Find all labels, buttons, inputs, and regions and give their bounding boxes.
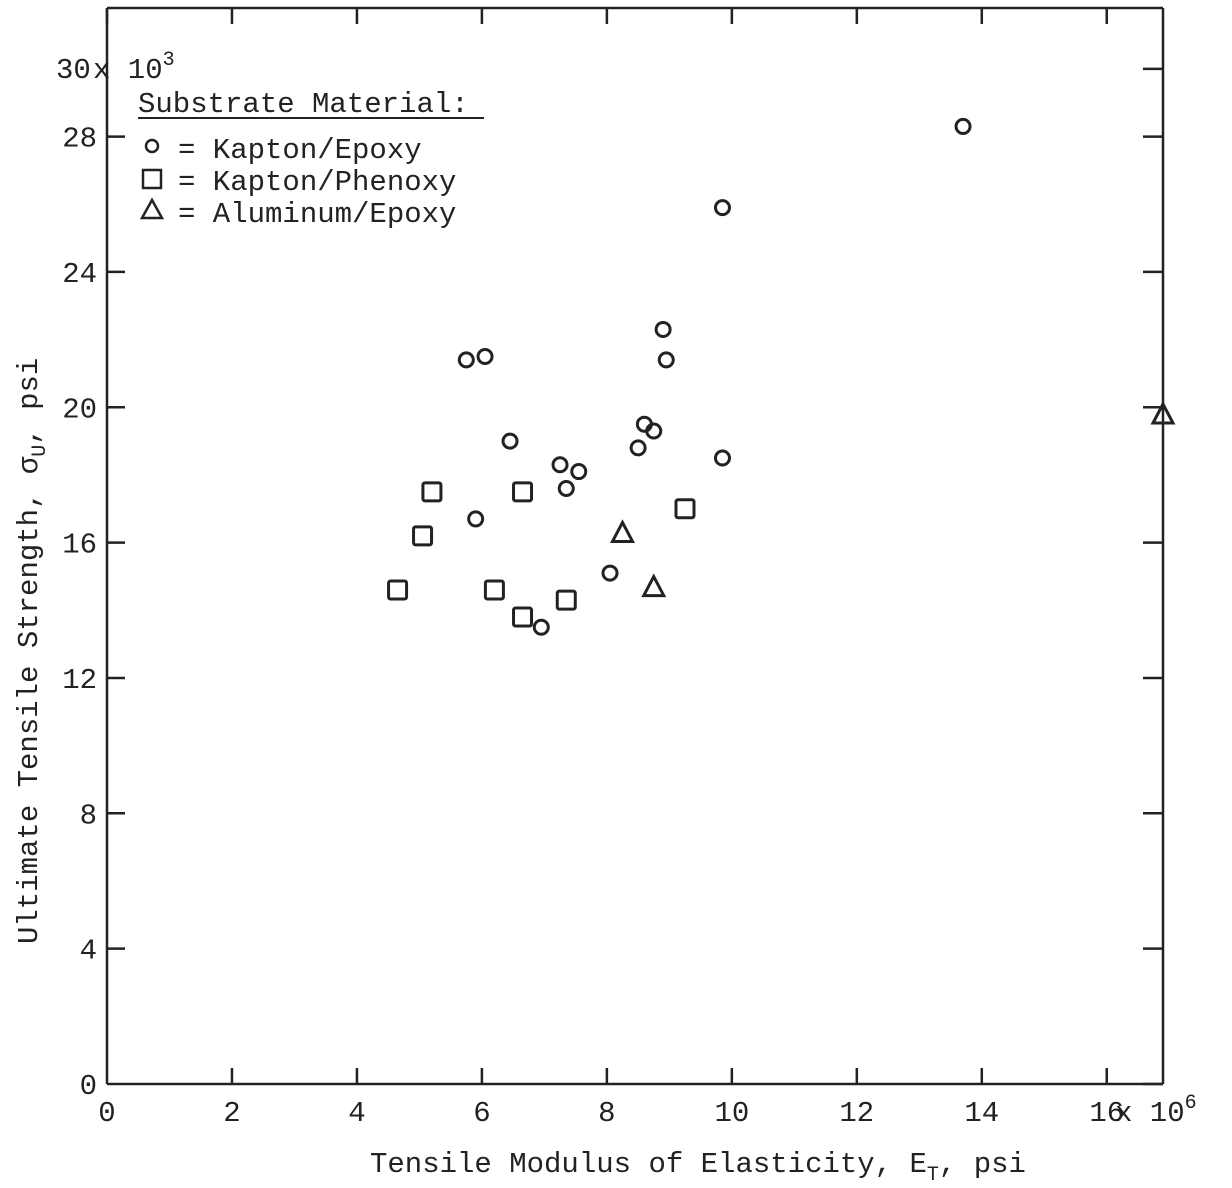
x-tick-label: 10 [714,1097,749,1130]
y-tick-label: 20 [62,393,97,426]
point-kapton-epoxy [476,348,494,366]
legend-title: Substrate Material: [138,88,469,121]
y-tick-label: 8 [80,799,97,832]
point-kapton-phenoxy [483,579,505,601]
point-kapton-epoxy [570,463,588,481]
y-tick-label: 30 [56,54,91,87]
legend-entry-kapton-epoxy: = Kapton/Epoxy [178,134,422,167]
point-kapton-phenoxy [387,579,409,601]
point-kapton-epoxy [954,117,972,135]
point-kapton-epoxy [645,422,663,440]
y-tick-label: 24 [62,258,97,291]
legend-circle-marker [144,138,160,154]
y-multiplier-label: x 103 [93,49,175,87]
x-tick-label: 4 [348,1097,365,1130]
point-kapton-phenoxy [512,606,534,628]
point-kapton-epoxy [501,432,519,450]
point-aluminum-epoxy [610,519,635,543]
point-kapton-epoxy [551,456,569,474]
point-kapton-phenoxy [555,589,577,611]
point-kapton-epoxy [654,320,672,338]
y-tick-label: 12 [62,664,97,697]
point-kapton-phenoxy [412,525,434,547]
point-kapton-epoxy [467,510,485,528]
point-aluminum-epoxy [1150,400,1176,425]
point-kapton-epoxy [713,449,731,467]
legend: Substrate Material: = Kapton/Epoxy = Kap… [138,88,484,231]
point-kapton-epoxy [557,479,575,497]
point-kapton-epoxy [629,439,647,457]
point-kapton-phenoxy [512,481,534,503]
x-axis-label-subscript: T [927,1164,939,1187]
point-kapton-epoxy [713,199,731,217]
point-kapton-epoxy [532,618,550,636]
y-axis-label-subscript: U [29,445,52,457]
x-tick-label: 0 [98,1097,115,1130]
point-kapton-epoxy [457,351,475,369]
legend-entry-kapton-phenoxy: = Kapton/Phenoxy [178,166,456,199]
y-tick-label: 28 [62,123,97,156]
y-tick-label: 16 [62,529,97,562]
point-kapton-epoxy [601,564,619,582]
point-kapton-epoxy [657,351,675,369]
axes-frame [105,6,1165,1086]
y-tick-label: 0 [80,1070,97,1103]
point-kapton-phenoxy [674,498,696,520]
x-axis-label: Tensile Modulus of Elasticity, ET, psi [370,1148,1026,1187]
y-tick-label: 4 [80,935,97,968]
x-tick-label: 12 [839,1097,874,1130]
x-axis-label-tail: , psi [939,1148,1026,1181]
x-tick-label: 6 [473,1097,490,1130]
y-axis-label-tail: , psi [13,358,46,445]
axis-ticks [105,8,1163,1086]
point-kapton-phenoxy [421,481,443,503]
legend-triangle-marker [139,197,165,220]
x-multiplier-exponent: 6 [1185,1092,1197,1115]
legend-square-marker [141,168,163,190]
y-axis-label: Ultimate Tensile Strength, σU, psi [13,358,52,944]
x-tick-label: 16 [1089,1097,1124,1130]
x-tick-label: 8 [598,1097,615,1130]
point-aluminum-epoxy [641,573,667,598]
x-tick-label: 2 [223,1097,240,1130]
data-points [387,117,1176,636]
legend-entry-aluminum-epoxy: = Aluminum/Epoxy [178,198,456,231]
x-multiplier-label: x 106 [1115,1092,1197,1130]
x-tick-label: 14 [964,1097,999,1130]
y-multiplier-exponent: 3 [163,49,175,72]
